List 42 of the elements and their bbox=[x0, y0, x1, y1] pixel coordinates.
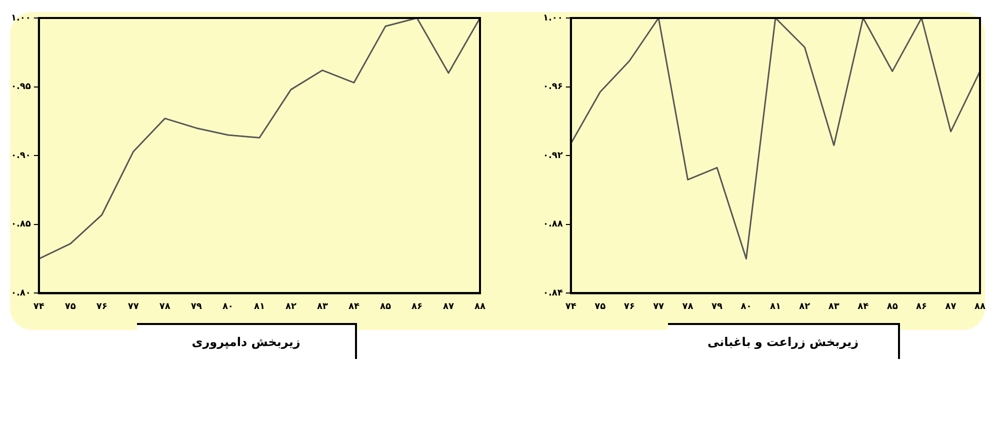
x-tick-label: ۸۳ bbox=[828, 302, 840, 312]
y-tick-label: ۰.۹۰ bbox=[10, 150, 31, 161]
x-axis-title: زیربخش دامپروری bbox=[137, 323, 357, 359]
x-tick-label: ۸۴ bbox=[348, 302, 360, 312]
x-tick-label: ۷۵ bbox=[64, 302, 76, 312]
x-tick-label: ۸۰ bbox=[222, 302, 234, 312]
x-tick-label: ۷۶ bbox=[96, 302, 108, 312]
x-tick-label: ۸۸ bbox=[474, 302, 486, 312]
x-tick-label: ۸۱ bbox=[254, 302, 265, 312]
x-tick-label: ۷۹ bbox=[190, 302, 202, 312]
x-tick-label: ۸۶ bbox=[411, 302, 422, 312]
y-tick-label: ۱.۰۰ bbox=[10, 13, 31, 24]
x-tick-label: ۷۴ bbox=[565, 302, 577, 312]
y-tick-label: ۰.۹۵ bbox=[10, 82, 32, 92]
x-tick-label: ۸۳ bbox=[316, 302, 328, 312]
y-tick-label: ۰.۸۸ bbox=[542, 220, 564, 230]
y-tick-label: ۰.۸۴ bbox=[542, 288, 564, 299]
x-tick-label: ۷۶ bbox=[624, 302, 635, 312]
x-tick-label: ۸۷ bbox=[945, 302, 957, 312]
y-tick-label: ۰.۹۶ bbox=[542, 82, 563, 92]
x-tick-label: ۷۸ bbox=[682, 302, 694, 312]
x-tick-label: ۸۱ bbox=[770, 302, 781, 312]
x-tick-label: ۷۸ bbox=[159, 302, 171, 312]
x-axis-title: زیربخش زراعت و باغبانی bbox=[668, 323, 900, 359]
x-tick-label: ۷۷ bbox=[653, 302, 665, 312]
x-tick-label: ۷۹ bbox=[712, 302, 723, 312]
x-tick-label: ۷۴ bbox=[33, 302, 45, 312]
x-tick-label: ۸۰ bbox=[740, 302, 752, 312]
y-tick-label: ۰.۸۵ bbox=[10, 220, 32, 230]
x-tick-label: ۸۸ bbox=[974, 302, 986, 312]
y-tick-label: ۰.۹۲ bbox=[542, 150, 564, 161]
x-tick-label: ۸۶ bbox=[916, 302, 928, 312]
x-tick-label: ۷۵ bbox=[594, 302, 606, 312]
x-tick-label: ۸۴ bbox=[858, 302, 870, 312]
x-tick-label: ۷۷ bbox=[128, 302, 140, 312]
x-tick-label: ۸۵ bbox=[380, 302, 392, 312]
x-tick-label: ۸۲ bbox=[285, 302, 297, 312]
y-tick-label: ۱.۰۰ bbox=[542, 13, 563, 24]
x-tick-label: ۸۷ bbox=[442, 302, 454, 312]
y-tick-label: ۰.۸۰ bbox=[10, 288, 31, 299]
x-tick-label: ۸۵ bbox=[886, 302, 898, 312]
x-tick-label: ۸۲ bbox=[799, 302, 811, 312]
